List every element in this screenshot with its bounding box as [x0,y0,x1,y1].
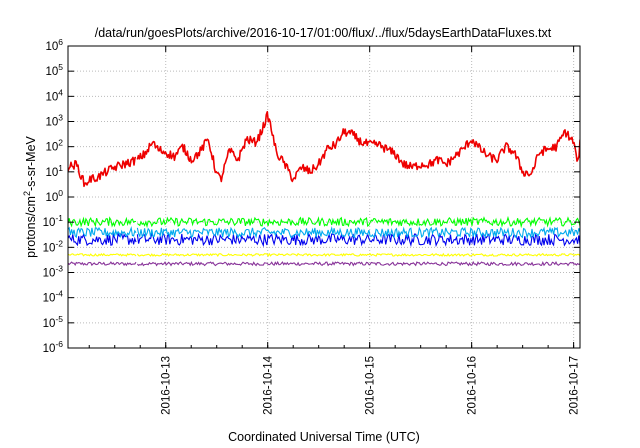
y-tick-label: 10-4 [43,289,64,305]
flux-band-series [68,252,137,257]
flux-band-series [68,216,137,228]
plot-area [68,111,580,267]
y-tick-label: 10-1 [43,213,64,229]
x-axis-label: Coordinated Universal Time (UTC) [228,430,420,444]
flux-band-series [68,231,137,247]
x-tick-label: 2016-10-17 [569,356,581,415]
x-tick-label: 2016-10-14 [263,355,275,414]
chart-title: /data/run/goesPlots/archive/2016-10-17/0… [95,26,552,40]
y-axis: 10-6 10-5 10-4 10-3 10-2 10-1 100 101 102 103 104 1… [43,37,580,355]
flux-band-series [136,252,580,258]
flux-band-series [137,215,580,229]
y-tick-label: 102 [45,138,63,154]
y-tick-label: 106 [45,37,63,53]
y-tick-label: 104 [45,87,63,103]
y-tick-label: 101 [45,163,63,179]
x-tick-label: 2016-10-13 [161,356,173,415]
y-axis-label-suffix: -s-sr-MeV [24,135,38,191]
y-tick-label: 10-6 [43,339,64,355]
y-axis-label-prefix: protons/cm [24,196,38,258]
y-axis-label-sup: 2 [22,191,32,196]
x-axis: 2016-10-13 2016-10-14 2016-10-15 2016-10-16… [88,46,581,415]
proton-flux-series [136,111,580,183]
flux-band-series [68,225,137,239]
proton-flux-series [68,156,137,188]
y-tick-label: 10-2 [43,238,64,254]
y-tick-label: 103 [45,113,63,129]
y-tick-label: 10-3 [43,264,64,280]
y-tick-label: 10-5 [43,314,64,330]
x-tick-label: 2016-10-15 [365,356,377,415]
flux-band-series [136,232,580,248]
flux-band-series [68,261,137,267]
x-tick-label: 2016-10-16 [467,356,479,415]
y-axis-label: protons/cm2-s-sr-MeV [22,135,38,257]
y-tick-label: 100 [45,188,63,204]
flux-band-series [136,225,580,240]
flux-band-series [136,260,580,267]
y-tick-label: 105 [45,62,63,78]
